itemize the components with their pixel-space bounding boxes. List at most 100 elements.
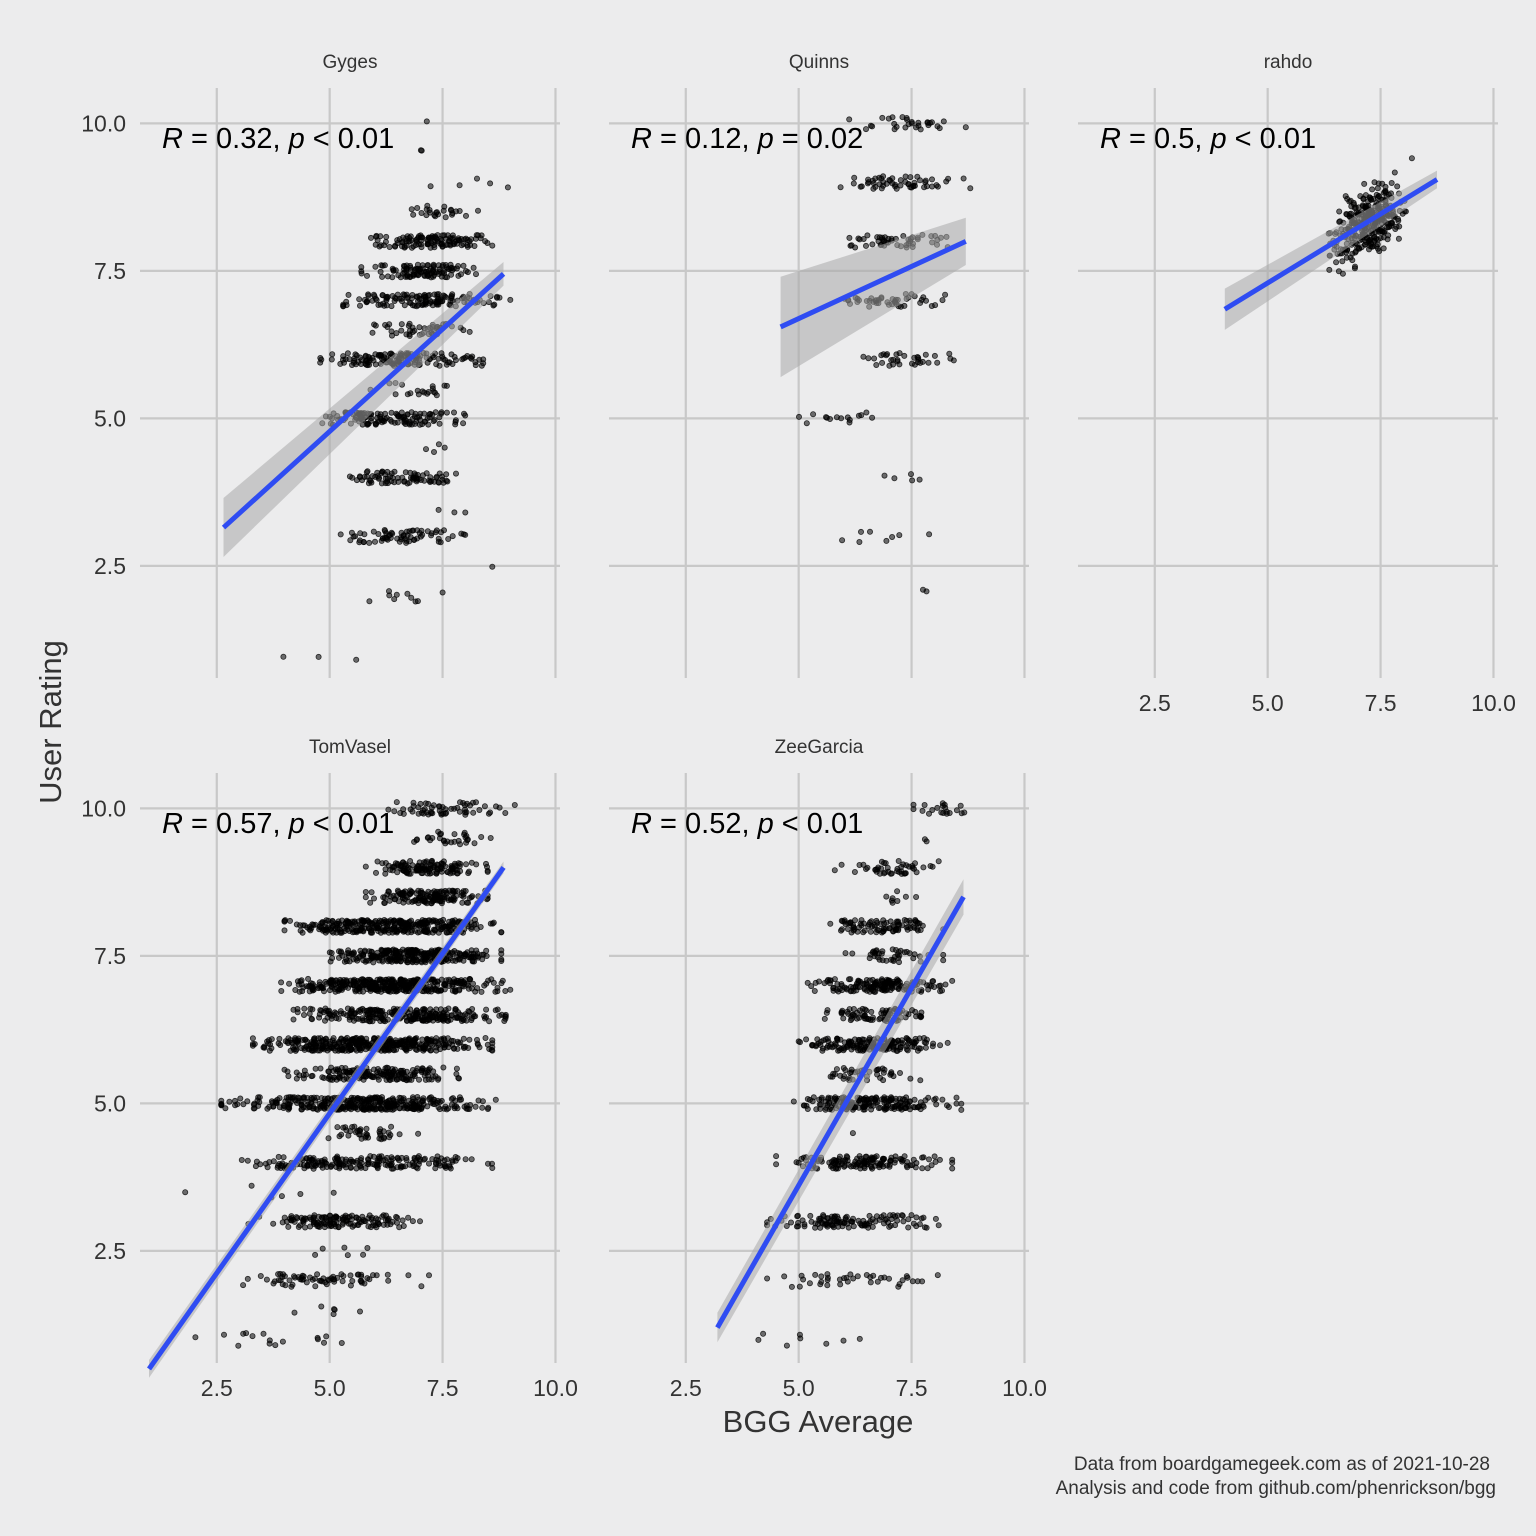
data-point <box>431 1101 438 1108</box>
data-point <box>226 1098 233 1105</box>
panel-title: rahdo <box>1264 52 1313 73</box>
x-tick-label: 10.0 <box>1002 1375 1047 1401</box>
data-point <box>408 244 415 251</box>
data-point <box>327 1217 334 1224</box>
x-tick-label: 7.5 <box>896 1375 928 1401</box>
data-point <box>423 891 430 898</box>
data-point <box>472 1103 479 1110</box>
data-point <box>309 1006 316 1013</box>
data-point <box>286 917 293 924</box>
data-point <box>421 1009 428 1016</box>
data-point <box>838 1010 845 1017</box>
data-point <box>847 919 854 926</box>
data-point <box>1391 169 1398 176</box>
data-point <box>383 985 390 992</box>
data-point <box>377 1014 384 1021</box>
data-point <box>349 1103 356 1110</box>
x-tick-label: 10.0 <box>533 1375 578 1401</box>
data-point <box>300 922 307 929</box>
data-point <box>891 120 898 127</box>
data-point <box>464 352 471 359</box>
data-point <box>869 1014 876 1021</box>
data-point <box>929 807 936 814</box>
data-point <box>399 1217 406 1224</box>
data-point <box>1374 185 1381 192</box>
data-point <box>280 1154 287 1161</box>
data-point <box>360 1007 367 1014</box>
data-point <box>445 976 452 983</box>
data-point <box>312 1283 319 1290</box>
data-point <box>361 473 368 480</box>
data-point <box>858 528 865 535</box>
data-point <box>868 1008 875 1015</box>
data-point <box>461 1103 468 1110</box>
data-point <box>429 929 436 936</box>
data-point <box>478 988 485 995</box>
data-point <box>398 413 405 420</box>
data-point <box>470 1011 477 1018</box>
data-point <box>450 240 457 247</box>
data-point <box>883 893 890 900</box>
data-point <box>416 859 423 866</box>
data-point <box>396 1094 403 1101</box>
data-point <box>502 988 509 995</box>
data-point <box>939 297 946 304</box>
data-point <box>421 477 428 484</box>
data-point <box>398 918 405 925</box>
data-point <box>401 269 408 276</box>
data-point <box>448 1096 455 1103</box>
data-point <box>381 894 388 901</box>
data-point <box>1395 235 1402 242</box>
data-point <box>926 531 933 538</box>
data-point <box>420 807 427 814</box>
data-point <box>327 977 334 984</box>
data-point <box>352 533 359 540</box>
data-point <box>433 1047 440 1054</box>
data-point <box>394 237 401 244</box>
data-point <box>386 1076 393 1083</box>
data-point <box>392 956 399 963</box>
data-point <box>449 957 456 964</box>
data-point <box>425 895 432 902</box>
data-point <box>466 895 473 902</box>
data-point <box>309 1276 316 1283</box>
data-point <box>312 1044 319 1051</box>
data-point <box>490 302 497 309</box>
data-point <box>913 869 920 876</box>
data-point <box>327 958 334 965</box>
data-point <box>379 860 386 867</box>
data-point <box>501 1013 508 1020</box>
data-point <box>401 292 408 299</box>
data-point <box>262 1160 269 1167</box>
data-point <box>374 1008 381 1015</box>
regression-line <box>779 239 967 330</box>
data-point <box>325 1068 332 1075</box>
data-point <box>347 1128 354 1135</box>
data-point <box>297 927 304 934</box>
data-point <box>409 324 416 331</box>
data-point <box>308 1163 315 1170</box>
data-point <box>449 918 456 925</box>
data-point <box>880 351 887 358</box>
data-point <box>421 898 428 905</box>
data-point <box>381 899 388 906</box>
data-point <box>333 1015 340 1022</box>
data-point <box>388 328 395 335</box>
data-point <box>403 893 410 900</box>
data-point <box>902 893 909 900</box>
data-point <box>310 1221 317 1228</box>
data-point <box>424 359 431 366</box>
data-point <box>883 537 890 544</box>
data-point <box>382 1065 389 1072</box>
data-point <box>392 391 399 398</box>
data-point <box>338 1064 345 1071</box>
data-point <box>424 390 431 397</box>
data-point <box>901 949 908 956</box>
correlation-annotation: R = 0.32, p < 0.01 <box>162 123 394 155</box>
data-point <box>874 234 881 241</box>
y-tick-label: 2.5 <box>94 1238 126 1264</box>
data-point <box>821 1015 828 1022</box>
y-tick-label: 10.0 <box>81 795 126 821</box>
data-point <box>1394 183 1401 190</box>
data-point <box>436 414 443 421</box>
